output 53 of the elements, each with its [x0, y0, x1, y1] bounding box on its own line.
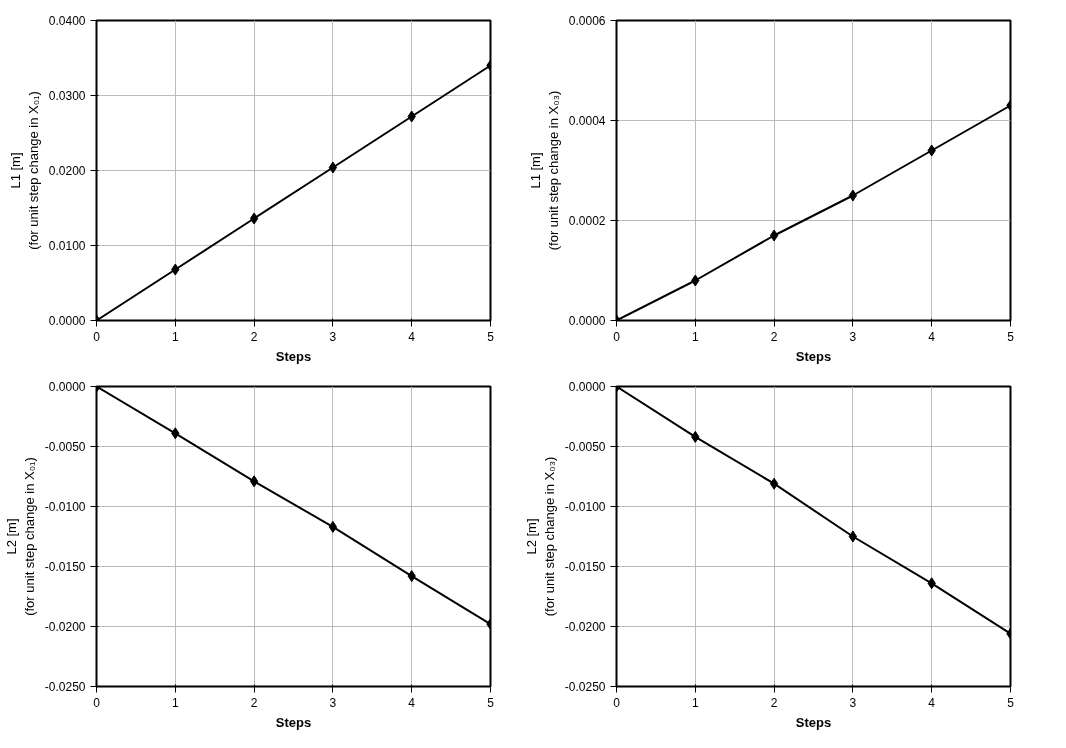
y-tick-label: 0.0000	[568, 380, 606, 394]
x-tick-label: 2	[250, 695, 258, 710]
x-tick-label: 4	[408, 695, 416, 710]
x-tick-label: 2	[770, 695, 778, 710]
y-tick-label: 0.0200	[48, 164, 86, 178]
y-axis-title: L2 [m] (for unit step change in X₀₁)	[3, 457, 37, 616]
y-axis-title: L1 [m] (for unit step change in X₀₁)	[7, 91, 41, 250]
y-tick-label: -0.0150	[564, 560, 606, 574]
x-axis-title: Steps	[275, 348, 312, 364]
x-tick-label: 5	[1007, 695, 1015, 710]
x-tick-label: 4	[928, 695, 936, 710]
x-axis-title: Steps	[275, 714, 312, 730]
x-tick-label: 3	[329, 329, 337, 344]
x-tick-label: 1	[691, 329, 699, 344]
x-tick-label: 5	[1007, 329, 1015, 344]
x-tick-label: 0	[613, 695, 621, 710]
x-tick-label: 1	[691, 695, 699, 710]
y-tick-label: -0.0050	[44, 440, 86, 454]
x-tick-label: 5	[487, 695, 495, 710]
y-axis-title: L2 [m] (for unit step change in X₀₃)	[523, 456, 557, 617]
y-tick-label: -0.0100	[44, 500, 86, 514]
y-tick-label: -0.0250	[44, 680, 86, 694]
y-tick-label: -0.0150	[44, 560, 86, 574]
x-tick-label: 1	[171, 695, 179, 710]
y-tick-label: 0.0300	[48, 89, 86, 103]
y-tick-label: -0.0200	[44, 620, 86, 634]
x-tick-label: 3	[329, 695, 337, 710]
y-tick-label: -0.0100	[564, 500, 606, 514]
x-tick-label: 0	[613, 329, 621, 344]
x-tick-label: 4	[928, 329, 936, 344]
y-tick-label: 0.0000	[48, 314, 86, 328]
y-tick-label: -0.0050	[564, 440, 606, 454]
y-tick-label: 0.0002	[568, 214, 606, 228]
x-tick-label: 4	[408, 329, 416, 344]
y-tick-label: -0.0200	[564, 620, 606, 634]
y-tick-label: 0.0004	[568, 114, 606, 128]
x-tick-label: 3	[849, 695, 857, 710]
y-tick-label: 0.0100	[48, 239, 86, 253]
x-tick-label: 0	[93, 695, 101, 710]
x-tick-label: 1	[171, 329, 179, 344]
y-axis-title: L1 [m] (for unit step change in X₀₃)	[527, 90, 561, 251]
x-tick-label: 5	[487, 329, 495, 344]
y-tick-label: 0.0006	[568, 14, 606, 28]
x-axis-title: Steps	[795, 714, 832, 730]
x-tick-label: 3	[849, 329, 857, 344]
y-tick-label: 0.0000	[568, 314, 606, 328]
x-tick-label: 2	[250, 329, 258, 344]
x-tick-label: 0	[93, 329, 101, 344]
y-tick-label: 0.0000	[48, 380, 86, 394]
x-axis-title: Steps	[795, 348, 832, 364]
y-tick-label: 0.0400	[48, 14, 86, 28]
x-tick-label: 2	[770, 329, 778, 344]
y-tick-label: -0.0250	[564, 680, 606, 694]
